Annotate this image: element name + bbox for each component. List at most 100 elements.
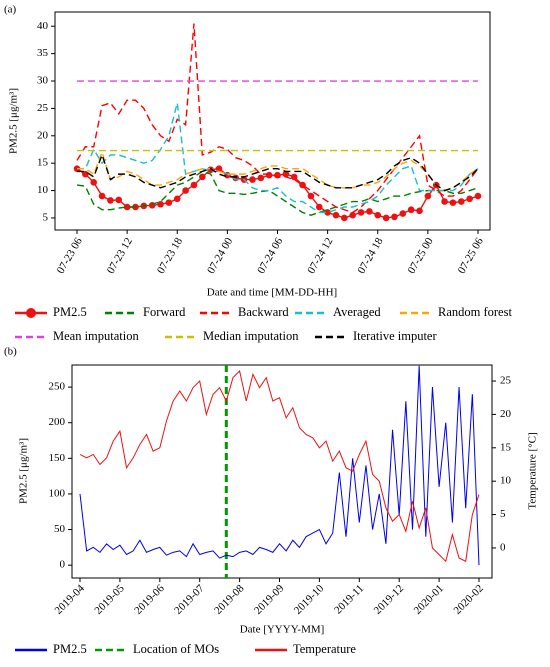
y-tick-label: 35: [37, 47, 49, 59]
plot-frame: [71, 364, 493, 579]
y-tick-label: 250: [49, 381, 66, 393]
legend-label: Backward: [238, 305, 289, 319]
point: [157, 200, 164, 208]
point: [407, 206, 415, 214]
point: [341, 214, 348, 222]
x-tick-label: 2019-09: [252, 582, 287, 617]
point: [98, 192, 106, 200]
legend-label: Iterative imputer: [353, 329, 437, 343]
point: [474, 192, 482, 200]
panel-label: (b): [4, 346, 17, 358]
point: [449, 199, 457, 206]
point: [424, 192, 432, 200]
y-tick-label: 15: [37, 157, 49, 169]
y-tick-label: 20: [37, 129, 49, 141]
point: [265, 171, 273, 179]
point: [466, 195, 473, 203]
x-tick-label: 07-24 12: [305, 236, 335, 276]
point: [123, 203, 131, 211]
point: [366, 208, 373, 215]
point: [290, 173, 298, 181]
x-tick-label: 07-25 00: [406, 235, 436, 276]
legend-marker: [26, 308, 36, 318]
point: [391, 213, 398, 221]
x-tick-label: 2019-12: [372, 582, 406, 616]
plot-frame: [54, 11, 491, 231]
point: [357, 209, 365, 216]
legend-label: Median imputation: [203, 329, 299, 343]
y-axis-label: PM2.5 [μg/m³]: [8, 88, 20, 154]
y2-tick-label: 15: [500, 441, 512, 453]
x-tick-label: 2019-05: [92, 582, 127, 617]
point: [82, 170, 89, 178]
point: [307, 192, 315, 200]
x-tick-label: 07-23 06: [55, 235, 85, 276]
point: [182, 187, 189, 194]
point: [199, 173, 206, 181]
series-line: [76, 23, 479, 214]
panel-label: (a): [4, 4, 17, 16]
y2-axis-label: Temperature [°C]: [527, 432, 539, 509]
series-line: [76, 170, 479, 216]
y-axis-label: PM2.5 [μg/m³]: [18, 438, 30, 504]
x-tick-label: 2019-10: [292, 582, 327, 617]
point: [257, 174, 265, 182]
x-tick-label: 2019-08: [212, 582, 247, 617]
point: [249, 176, 256, 183]
x-tick-label: 07-23 18: [155, 235, 185, 276]
y-tick-label: 30: [37, 75, 49, 87]
point: [457, 198, 465, 205]
x-tick-label: 07-23 12: [105, 236, 135, 276]
x-tick-label: 2019-06: [132, 582, 167, 617]
y2-tick-label: 20: [500, 408, 512, 420]
x-tick-label: 07-25 06: [456, 235, 486, 276]
x-axis-label: Date and time [MM-DD-HH]: [207, 287, 337, 299]
point: [173, 195, 181, 203]
point: [115, 196, 123, 204]
legend-label: Forward: [143, 305, 186, 319]
point: [349, 211, 356, 219]
point: [416, 207, 423, 215]
y-tick-label: 40: [37, 20, 49, 32]
point: [382, 214, 390, 222]
legend-label: Averaged: [333, 305, 381, 319]
legend-label: PM2.5: [53, 305, 87, 319]
point: [315, 203, 323, 211]
x-tick-label: 2019-07: [172, 582, 207, 617]
point: [165, 199, 173, 206]
legend-label: PM2.5: [53, 642, 87, 656]
series-line: [77, 102, 479, 214]
point: [282, 170, 290, 178]
y-tick-label: 5: [43, 211, 49, 223]
x-tick-label: 2020-01: [412, 582, 446, 616]
x-tick-label: 07-24 00: [205, 235, 235, 276]
legend-label: Location of MOs: [133, 642, 219, 656]
series-line: [79, 370, 480, 563]
series-line: [79, 365, 480, 566]
x-tick-label: 2019-11: [332, 582, 366, 616]
x-tick-label: 2019-04: [52, 582, 87, 617]
y-tick-label: 100: [49, 487, 66, 499]
point: [190, 181, 198, 189]
point: [107, 197, 114, 204]
y2-tick-label: 10: [500, 475, 512, 487]
y2-tick-label: 5: [500, 508, 506, 520]
point: [441, 198, 448, 205]
y-tick-label: 50: [54, 523, 66, 535]
legend-label: Temperature: [293, 642, 356, 656]
y-tick-label: 25: [37, 102, 49, 114]
legend-label: Mean imputation: [53, 329, 139, 343]
y-tick-label: 200: [49, 416, 66, 428]
legend-label: Random forest: [438, 305, 512, 319]
point: [374, 211, 382, 219]
y-tick-label: 150: [49, 452, 66, 464]
point: [332, 211, 340, 219]
y2-tick-label: 0: [500, 541, 506, 553]
point: [215, 165, 223, 172]
point: [399, 210, 407, 217]
point: [90, 179, 98, 186]
y-tick-label: 0: [60, 559, 66, 571]
y2-tick-label: 25: [500, 375, 512, 387]
x-tick-label: 2020-02: [451, 582, 485, 616]
